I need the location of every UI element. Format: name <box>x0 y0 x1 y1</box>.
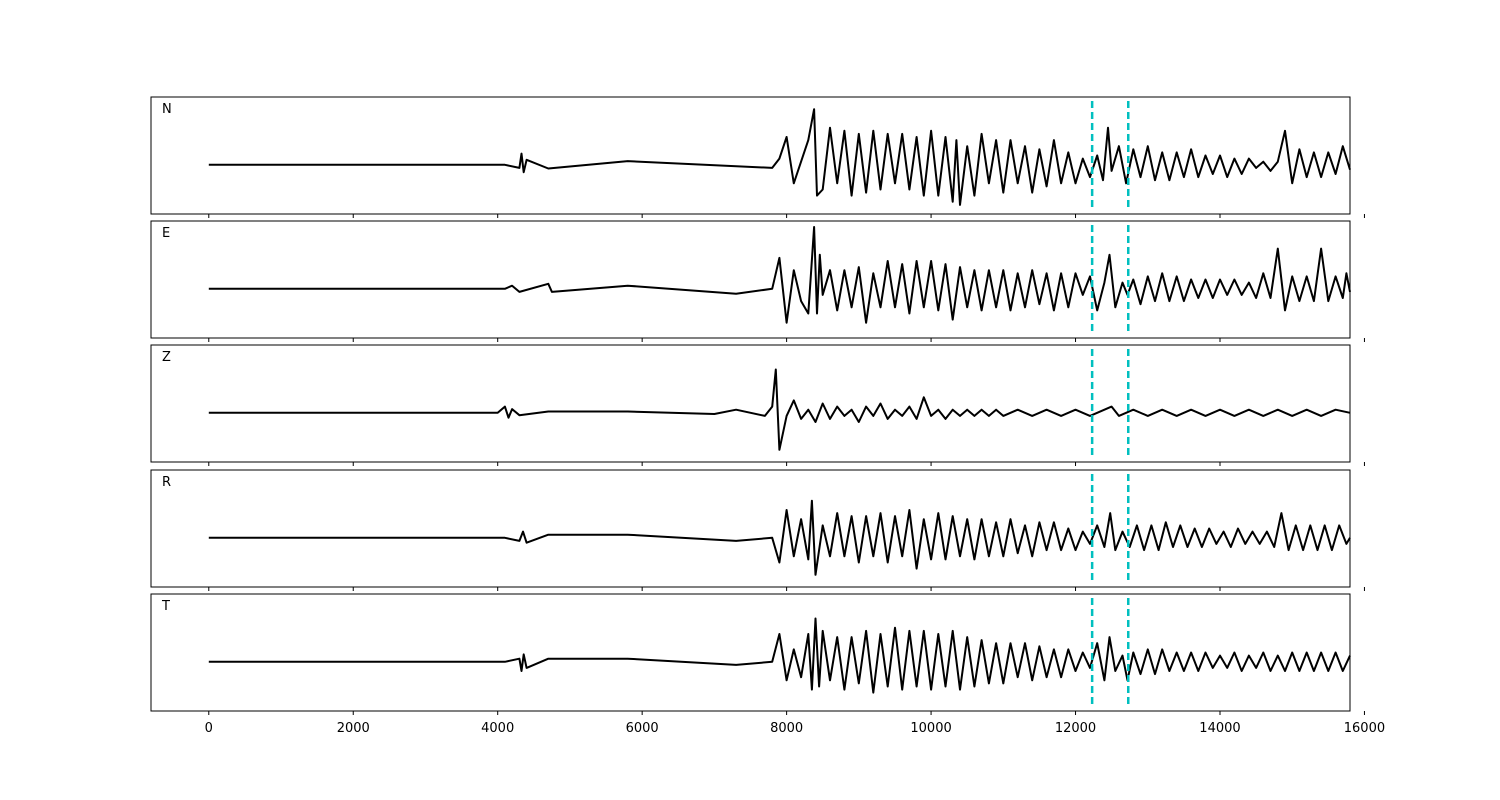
x-tick-label: 6000 <box>626 721 659 736</box>
trace-z <box>208 368 1351 451</box>
panel-label-n: N <box>162 102 172 117</box>
x-axis: 0 2000 4000 6000 8000 10000 12000 14000 16000 <box>205 721 1385 736</box>
x-tick-label: 0 <box>205 721 213 736</box>
x-tick-label: 14000 <box>1199 721 1240 736</box>
panel-frame <box>150 96 1351 215</box>
panel-e: E <box>150 220 1365 342</box>
panel-frame <box>150 344 1351 463</box>
x-tick-label: 12000 <box>1055 721 1096 736</box>
x-tick-label: 2000 <box>337 721 370 736</box>
panel-label-t: T <box>161 599 170 614</box>
trace-n <box>208 108 1351 206</box>
panel-label-z: Z <box>162 350 171 365</box>
x-tick-label: 8000 <box>770 721 803 736</box>
trace-t <box>208 617 1351 694</box>
panel-t: T <box>150 593 1365 715</box>
trace-e <box>208 226 1351 324</box>
panel-r: R <box>150 469 1365 591</box>
x-tick-label: 16000 <box>1344 721 1385 736</box>
panel-label-e: E <box>162 226 170 241</box>
panel-frame <box>150 593 1351 712</box>
panel-label-r: R <box>162 475 171 490</box>
x-tick-label: 10000 <box>910 721 951 736</box>
panel-frame <box>150 220 1351 339</box>
x-tick-label: 4000 <box>481 721 514 736</box>
panel-n: N <box>150 96 1365 218</box>
panel-frame <box>150 469 1351 588</box>
panels-group: N E Z R T <box>150 96 1365 715</box>
trace-r <box>208 499 1351 576</box>
panel-z: Z <box>150 344 1365 466</box>
